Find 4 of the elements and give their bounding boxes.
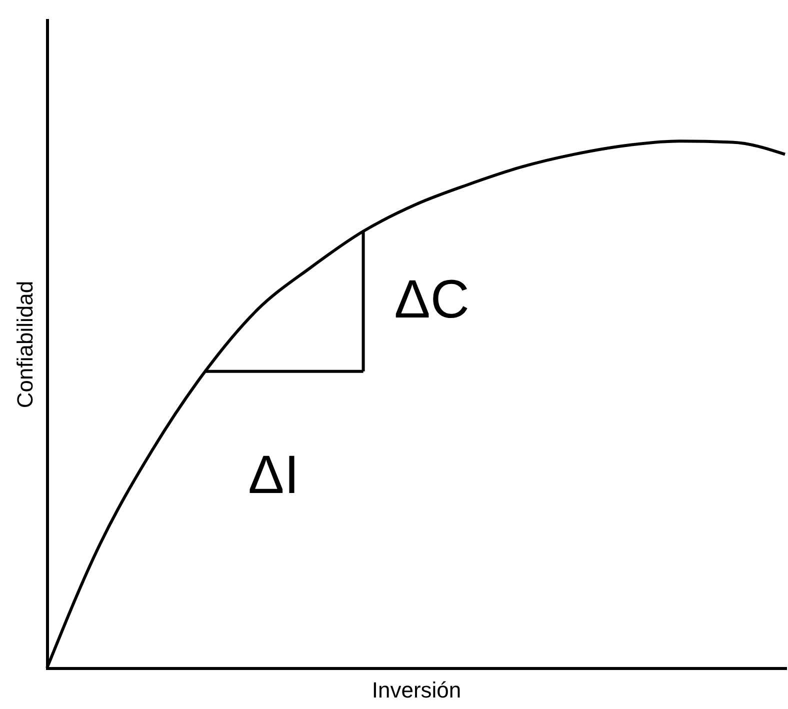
y-axis-title: Confiabilidad xyxy=(12,280,38,408)
x-axis-title: Inversión xyxy=(372,678,462,702)
annotation: ΔC xyxy=(394,269,470,330)
annotation: ΔI xyxy=(248,444,300,505)
